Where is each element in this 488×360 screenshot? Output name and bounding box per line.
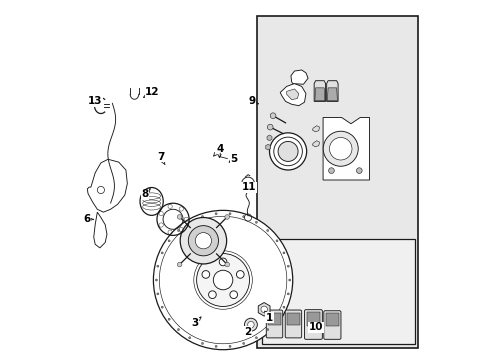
Polygon shape xyxy=(280,84,305,106)
Bar xyxy=(287,313,299,325)
Circle shape xyxy=(328,168,334,174)
Circle shape xyxy=(97,186,104,194)
Circle shape xyxy=(286,265,289,267)
Bar xyxy=(257,16,417,348)
Circle shape xyxy=(157,265,159,267)
Circle shape xyxy=(188,226,218,256)
Circle shape xyxy=(275,318,278,320)
Circle shape xyxy=(288,279,290,281)
Polygon shape xyxy=(87,159,127,212)
Circle shape xyxy=(228,213,231,215)
Circle shape xyxy=(247,321,254,328)
Circle shape xyxy=(224,262,229,267)
Circle shape xyxy=(161,252,163,254)
Circle shape xyxy=(283,252,285,254)
Circle shape xyxy=(244,318,257,331)
Circle shape xyxy=(270,113,275,118)
FancyBboxPatch shape xyxy=(323,311,340,339)
Circle shape xyxy=(213,270,232,290)
Polygon shape xyxy=(314,88,324,101)
FancyBboxPatch shape xyxy=(285,310,301,338)
Circle shape xyxy=(177,329,179,330)
Text: 4: 4 xyxy=(215,143,223,158)
Circle shape xyxy=(228,345,231,347)
Circle shape xyxy=(266,229,268,231)
Polygon shape xyxy=(312,126,319,132)
Circle shape xyxy=(201,342,203,345)
Circle shape xyxy=(215,213,217,215)
Circle shape xyxy=(329,138,351,160)
Circle shape xyxy=(180,217,226,264)
Polygon shape xyxy=(313,81,325,102)
Circle shape xyxy=(269,133,306,170)
Circle shape xyxy=(242,216,244,218)
Circle shape xyxy=(157,293,159,295)
Text: 12: 12 xyxy=(143,87,159,98)
Circle shape xyxy=(196,253,249,306)
Circle shape xyxy=(283,306,285,308)
Text: 6: 6 xyxy=(83,214,93,224)
Circle shape xyxy=(177,262,182,267)
Polygon shape xyxy=(312,141,319,147)
Bar xyxy=(261,239,414,344)
Text: 4: 4 xyxy=(213,144,224,156)
Circle shape xyxy=(153,210,292,350)
Circle shape xyxy=(188,337,190,339)
Circle shape xyxy=(195,233,211,249)
Circle shape xyxy=(161,306,163,308)
Circle shape xyxy=(215,345,217,347)
Polygon shape xyxy=(323,117,369,180)
Circle shape xyxy=(177,215,182,219)
Text: 11: 11 xyxy=(241,182,256,192)
Circle shape xyxy=(229,291,237,298)
Bar xyxy=(306,312,320,326)
Text: 3: 3 xyxy=(190,317,201,328)
Text: 8: 8 xyxy=(142,189,150,199)
Circle shape xyxy=(278,141,298,161)
Polygon shape xyxy=(286,89,298,100)
Circle shape xyxy=(323,131,358,166)
Circle shape xyxy=(202,271,209,278)
FancyBboxPatch shape xyxy=(304,310,322,339)
Circle shape xyxy=(275,240,278,242)
Bar xyxy=(325,314,338,326)
Text: 2: 2 xyxy=(243,326,250,337)
Text: 9: 9 xyxy=(247,96,258,107)
Circle shape xyxy=(168,240,170,242)
Circle shape xyxy=(201,216,203,218)
Text: 5: 5 xyxy=(229,154,237,163)
Text: 7: 7 xyxy=(157,152,165,165)
Circle shape xyxy=(188,221,190,223)
Circle shape xyxy=(208,291,216,298)
Circle shape xyxy=(267,124,272,130)
Circle shape xyxy=(266,329,268,330)
Circle shape xyxy=(255,221,257,223)
Circle shape xyxy=(236,271,244,278)
Circle shape xyxy=(177,229,179,231)
Polygon shape xyxy=(326,81,337,102)
Text: 10: 10 xyxy=(308,322,323,332)
Circle shape xyxy=(255,337,257,339)
Circle shape xyxy=(168,318,170,320)
Polygon shape xyxy=(326,88,337,101)
Circle shape xyxy=(242,342,244,345)
Circle shape xyxy=(155,279,157,281)
Bar xyxy=(268,313,280,325)
Circle shape xyxy=(224,215,229,219)
Circle shape xyxy=(286,293,289,295)
Polygon shape xyxy=(290,70,307,84)
FancyBboxPatch shape xyxy=(266,310,282,338)
Text: 1: 1 xyxy=(264,311,273,323)
Circle shape xyxy=(356,168,362,174)
Circle shape xyxy=(261,306,267,312)
Circle shape xyxy=(219,258,226,266)
Polygon shape xyxy=(94,212,107,248)
Text: 13: 13 xyxy=(88,96,102,107)
